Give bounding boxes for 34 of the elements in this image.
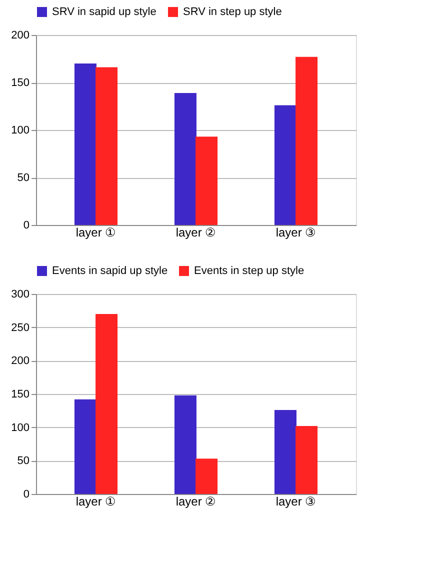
x-tick-label: layer ①: [76, 226, 116, 240]
bar: [274, 105, 296, 225]
bar: [274, 410, 296, 494]
legend-label: Events in step up style: [194, 265, 304, 277]
y-tick-label: 250: [11, 322, 30, 334]
bar: [74, 399, 96, 494]
y-tick-label: 300: [11, 288, 30, 300]
y-tick-label: 0: [23, 488, 30, 500]
bar: [174, 395, 196, 494]
legend-label: Events in sapid up style: [52, 265, 168, 277]
bar: [174, 92, 196, 225]
y-tick-label: 100: [11, 124, 30, 136]
y-tick-label: 50: [17, 455, 30, 468]
y-tick-label: 200: [11, 30, 30, 42]
bar: [296, 426, 318, 494]
bar: [196, 458, 218, 494]
x-tick-label: layer ③: [276, 226, 316, 240]
x-tick-label: layer ①: [76, 494, 116, 508]
bar: [196, 136, 218, 225]
x-tick-label: layer ②: [176, 494, 216, 508]
y-tick-label: 150: [11, 77, 30, 89]
y-tick-label: 150: [11, 388, 30, 400]
y-tick-label: 200: [11, 355, 30, 368]
y-tick-label: 50: [17, 172, 30, 184]
legend-label: SRV in step up style: [183, 6, 282, 18]
bar: [74, 64, 96, 225]
y-tick-label: 100: [11, 422, 30, 434]
bar: [96, 67, 118, 225]
bar: [96, 314, 118, 494]
y-tick-label: 0: [23, 220, 30, 232]
bar: [296, 56, 318, 225]
x-tick-label: layer ②: [176, 226, 216, 240]
x-tick-label: layer ③: [276, 494, 316, 508]
legend-label: SRV in sapid up style: [52, 6, 156, 18]
